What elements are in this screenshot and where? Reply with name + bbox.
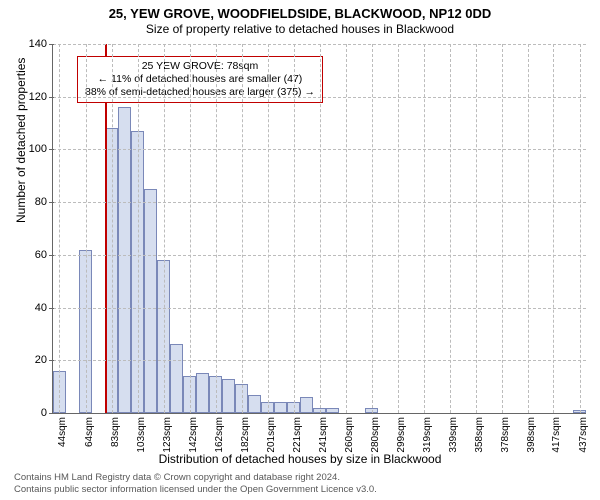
x-tick-label: 44sqm — [57, 413, 68, 447]
histogram-bar — [508, 44, 521, 413]
histogram-bar — [482, 44, 495, 413]
histogram-bar — [430, 44, 443, 413]
gridline-v — [502, 44, 503, 413]
histogram-bar — [560, 44, 573, 413]
histogram-bar — [404, 44, 417, 413]
gridline-v — [190, 44, 191, 413]
x-tick-label: 142sqm — [188, 413, 199, 453]
gridline-v — [294, 44, 295, 413]
x-tick-label: 182sqm — [240, 413, 251, 453]
gridline-v — [346, 44, 347, 413]
gridline-v — [320, 44, 321, 413]
gridline-v — [528, 44, 529, 413]
y-tick-label: 120 — [29, 91, 53, 103]
y-axis-label: Number of detached properties — [14, 58, 28, 223]
y-tick-label: 20 — [35, 354, 53, 366]
gridline-v — [553, 44, 554, 413]
gridline-v — [268, 44, 269, 413]
x-tick-label: 123sqm — [162, 413, 173, 453]
footer-line2: Contains public sector information licen… — [14, 484, 586, 496]
gridline-v — [216, 44, 217, 413]
x-tick-label: 221sqm — [292, 413, 303, 453]
x-axis-label: Distribution of detached houses by size … — [0, 452, 600, 466]
gridline-v — [424, 44, 425, 413]
y-tick-label: 100 — [29, 143, 53, 155]
gridline-v — [372, 44, 373, 413]
x-tick-label: 241sqm — [318, 413, 329, 453]
x-tick-label: 260sqm — [344, 413, 355, 453]
x-tick-label: 319sqm — [422, 413, 433, 453]
gridline-v — [138, 44, 139, 413]
gridline-v — [164, 44, 165, 413]
x-tick-label: 201sqm — [266, 413, 277, 453]
histogram-bar — [326, 44, 339, 413]
histogram-bar — [352, 44, 365, 413]
gridline-v — [476, 44, 477, 413]
gridline-v — [398, 44, 399, 413]
x-tick-label: 103sqm — [136, 413, 147, 453]
histogram-bar — [378, 44, 391, 413]
x-tick-label: 339sqm — [448, 413, 459, 453]
title-block: 25, YEW GROVE, WOODFIELDSIDE, BLACKWOOD,… — [0, 0, 600, 36]
footer-line1: Contains HM Land Registry data © Crown c… — [14, 472, 586, 484]
x-tick-label: 162sqm — [214, 413, 225, 453]
gridline-v — [86, 44, 87, 413]
y-tick-label: 140 — [29, 38, 53, 50]
gridline-v — [580, 44, 581, 413]
y-tick-label: 80 — [35, 196, 53, 208]
x-tick-label: 417sqm — [551, 413, 562, 453]
x-tick-label: 280sqm — [370, 413, 381, 453]
x-tick-label: 64sqm — [84, 413, 95, 447]
y-tick-label: 60 — [35, 249, 53, 261]
annotation-line2: ← 11% of detached houses are smaller (47… — [85, 73, 315, 86]
x-tick-label: 83sqm — [110, 413, 121, 447]
y-tick-label: 0 — [41, 407, 53, 419]
chart-title-line1: 25, YEW GROVE, WOODFIELDSIDE, BLACKWOOD,… — [0, 6, 600, 21]
chart-title-line2: Size of property relative to detached ho… — [0, 22, 600, 36]
x-tick-label: 358sqm — [474, 413, 485, 453]
gridline-v — [112, 44, 113, 413]
gridline-v — [242, 44, 243, 413]
x-tick-label: 398sqm — [526, 413, 537, 453]
chart-container: 25, YEW GROVE, WOODFIELDSIDE, BLACKWOOD,… — [0, 0, 600, 500]
gridline-v — [450, 44, 451, 413]
histogram-bar — [456, 44, 469, 413]
y-tick-label: 40 — [35, 302, 53, 314]
histogram-bar — [534, 44, 547, 413]
gridline-v — [59, 44, 60, 413]
plot-area: 25 YEW GROVE: 78sqm ← 11% of detached ho… — [52, 44, 586, 414]
annotation-line1: 25 YEW GROVE: 78sqm — [85, 60, 315, 73]
x-tick-label: 378sqm — [500, 413, 511, 453]
x-tick-label: 437sqm — [578, 413, 589, 453]
attribution-footer: Contains HM Land Registry data © Crown c… — [14, 472, 586, 496]
x-tick-label: 299sqm — [396, 413, 407, 453]
